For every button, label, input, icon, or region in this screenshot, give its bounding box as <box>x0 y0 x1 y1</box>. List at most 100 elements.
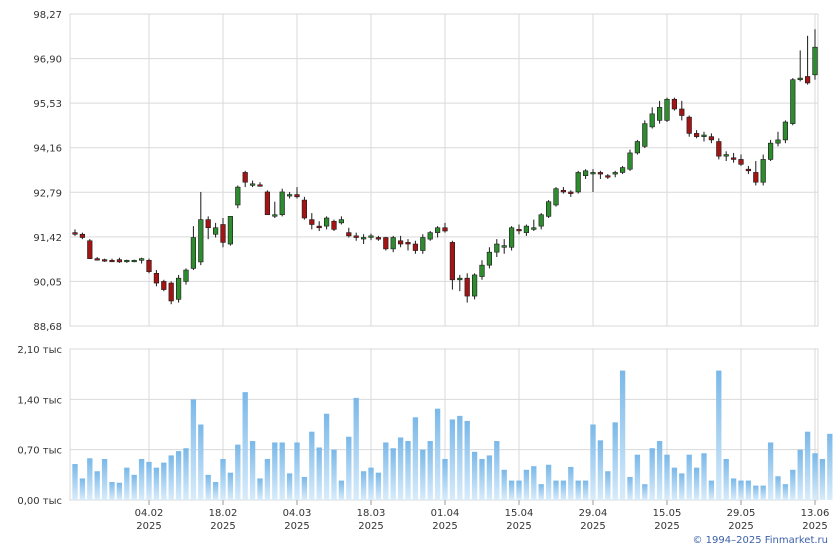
x-tick-year: 2025 <box>580 521 605 532</box>
candle-body-up <box>183 269 189 282</box>
volume-bar <box>790 469 796 500</box>
volume-bar <box>775 476 781 500</box>
price-plot-frame <box>69 13 819 327</box>
candle-body-up <box>494 243 500 253</box>
candle <box>642 120 648 149</box>
candle-body-up <box>287 194 293 197</box>
price-tick-label: 94,16 <box>33 144 62 155</box>
candle-body-up <box>775 139 781 144</box>
volume-bar <box>87 458 93 500</box>
candle-body-down <box>79 233 85 238</box>
volume-bar <box>109 482 115 500</box>
candle <box>205 216 211 240</box>
candle <box>279 188 285 217</box>
candle <box>72 229 78 236</box>
volume-bar <box>346 436 352 500</box>
volume-bar <box>427 441 433 500</box>
candle-body-up <box>575 172 581 193</box>
x-tick-date: 18.03 <box>357 508 386 519</box>
volume-bar <box>545 464 552 500</box>
candle-body-up <box>486 251 492 266</box>
candle <box>331 219 337 232</box>
volume-bar <box>412 417 419 500</box>
candle-body-down <box>671 98 677 110</box>
volume-bar <box>531 466 537 500</box>
price-tick-label: 88,68 <box>33 322 62 333</box>
candle-body-up <box>368 235 374 238</box>
candle-body-down <box>605 175 611 178</box>
candle <box>768 139 774 162</box>
volume-bar <box>242 392 248 500</box>
candle-body-up <box>531 227 537 230</box>
candle <box>575 170 581 194</box>
volume-bar <box>479 459 485 500</box>
candle-body-up <box>612 172 618 175</box>
volume-bar <box>464 420 470 500</box>
copyright-link[interactable]: © 1994–2025 Finmarket.ru <box>692 535 828 546</box>
candle <box>442 222 448 233</box>
candle <box>583 169 589 179</box>
candle-body-up <box>634 141 640 154</box>
candle <box>486 247 492 269</box>
x-tick-date: 04.02 <box>135 508 164 519</box>
volume-bar <box>760 485 766 500</box>
candle-body-up <box>620 167 626 173</box>
volume-bar <box>686 454 692 500</box>
candle <box>316 221 322 232</box>
candlestick-series <box>72 29 818 305</box>
volume-tick-label: 2,10 тыс <box>17 345 62 356</box>
volume-bar <box>434 408 441 500</box>
candle <box>264 190 270 216</box>
candle <box>782 120 788 144</box>
volume-bar <box>597 440 604 500</box>
candle <box>109 258 115 263</box>
candle <box>509 226 515 251</box>
volume-bar <box>560 480 567 500</box>
candle <box>457 274 463 292</box>
volume-bar <box>679 473 685 500</box>
candle-body-down <box>220 224 226 243</box>
candle-body-down <box>72 232 78 235</box>
volume-bar <box>523 469 530 500</box>
candle-body-down <box>805 76 811 84</box>
candle-body-up <box>124 259 130 263</box>
candle-body-down <box>301 199 307 219</box>
candle <box>242 170 248 188</box>
candle-body-down <box>738 159 744 165</box>
volume-bar <box>264 459 271 500</box>
x-tick-year: 2025 <box>654 521 679 532</box>
volume-bar <box>708 480 715 500</box>
x-tick-date: 18.02 <box>209 508 238 519</box>
candle-body-down <box>294 194 300 198</box>
candle <box>139 257 145 264</box>
candle-body-down <box>753 172 759 183</box>
x-tick-date: 15.05 <box>653 508 682 519</box>
volume-bar <box>272 442 278 500</box>
volume-bar <box>360 471 367 500</box>
candle <box>679 100 685 121</box>
candle-body-up <box>235 186 241 206</box>
candle-body-up <box>523 225 529 233</box>
candle <box>627 149 633 171</box>
volume-bar <box>198 424 204 500</box>
candle-body-down <box>242 172 248 183</box>
volume-bar <box>249 441 256 500</box>
volume-bar <box>590 424 596 500</box>
volume-bar <box>738 480 744 500</box>
volume-bar <box>190 399 197 500</box>
candle <box>213 222 219 238</box>
volume-bar <box>220 459 226 500</box>
candle <box>146 258 152 274</box>
volume-bar <box>79 478 86 500</box>
volume-bar <box>457 415 463 500</box>
candle <box>368 233 374 241</box>
candle <box>657 100 663 124</box>
volume-bar <box>353 397 359 500</box>
candle-body-down <box>94 258 100 261</box>
volume-bar <box>212 482 219 500</box>
volume-bar <box>294 442 300 500</box>
candle <box>708 133 714 144</box>
candle-body-up <box>250 183 256 186</box>
volume-bar <box>146 461 152 500</box>
price-tick-label: 95,53 <box>33 99 62 110</box>
